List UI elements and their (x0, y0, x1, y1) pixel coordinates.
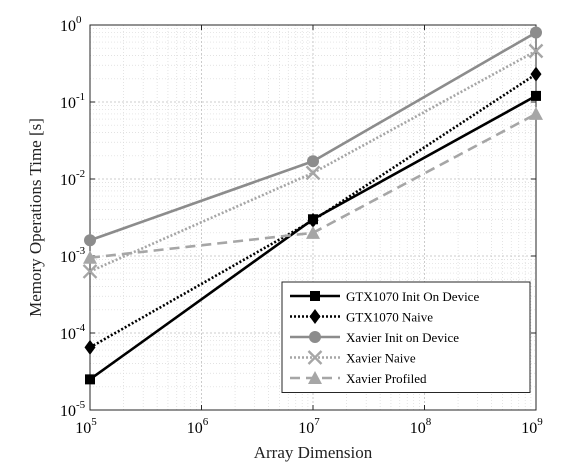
y-tick-label: 10-5 (60, 399, 86, 420)
legend-marker (309, 331, 321, 343)
x-tick-label: 108 (410, 416, 432, 437)
legend-marker (308, 371, 322, 384)
legend-marker (307, 350, 323, 365)
series-markers (82, 26, 544, 385)
legend-marker (310, 291, 320, 301)
legend: GTX1070 Init On Device GTX1070 Naive Xavie… (281, 281, 531, 393)
series-2-point (84, 339, 96, 355)
y-tick-label: 10-1 (60, 91, 85, 112)
y-axis-label: Memory Operations Time [s] (26, 118, 45, 317)
series-4-point (305, 165, 321, 181)
series-5-point (83, 250, 97, 264)
y-tick-labels: 10-5 10-4 10-3 10-2 10-1 100 (60, 14, 86, 420)
series-4-point (82, 264, 98, 279)
series-3-point (307, 155, 319, 168)
legend-label: GTX1070 Naive (346, 310, 433, 325)
series-1-point (531, 90, 541, 101)
legend-label: GTX1070 Init On Device (346, 289, 479, 304)
series-4-point (528, 43, 544, 59)
x-tick-labels: 105 106 107 108 109 (75, 416, 543, 437)
legend-label: Xavier Naive (346, 351, 416, 366)
series-5-point (529, 106, 543, 120)
x-axis-label: Array Dimension (254, 443, 373, 462)
x-tick-label: 105 (75, 416, 97, 437)
legend-marker (309, 309, 321, 324)
y-tick-label: 10-3 (60, 245, 86, 266)
series-3-point (84, 234, 96, 247)
legend-label: Xavier Init on Device (346, 330, 459, 345)
series-3-point (530, 26, 542, 39)
series-5-point (306, 225, 320, 239)
x-tick-label: 109 (521, 416, 543, 437)
y-tick-label: 10-2 (60, 168, 85, 189)
series-line-4 (89, 49, 537, 273)
legend-label: Xavier Profiled (346, 371, 427, 386)
x-tick-label: 107 (298, 416, 320, 437)
y-tick-label: 10-4 (60, 322, 86, 343)
series-2-point (307, 212, 319, 228)
x-tick-label: 106 (187, 416, 209, 437)
series-1-point (85, 374, 95, 385)
series-2-point (530, 66, 542, 82)
y-tick-label: 100 (60, 14, 82, 35)
